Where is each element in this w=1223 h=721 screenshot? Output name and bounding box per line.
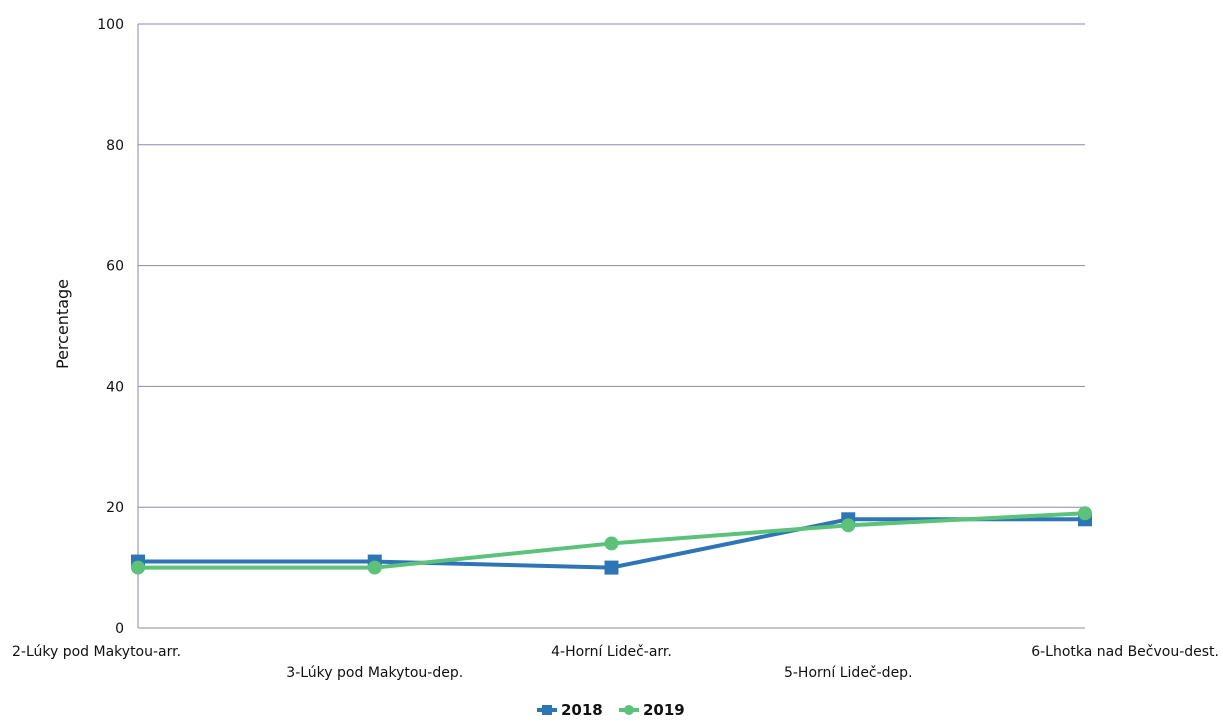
y-axis-ticks: 0 20 40 60 80 100: [97, 17, 124, 637]
y-tick-label: 40: [106, 379, 124, 395]
data-point: [604, 536, 619, 551]
x-tick-label: 4-Horní Lideč-arr.: [551, 644, 672, 660]
x-tick-label: 2-Lúky pod Makytou-arr.: [12, 644, 181, 660]
data-point: [131, 560, 145, 575]
data-point: [1078, 506, 1092, 521]
grid-lines: [137, 23, 1085, 629]
y-tick-label: 60: [106, 259, 124, 275]
legend-marker: [624, 705, 634, 715]
y-tick-label: 20: [106, 500, 124, 516]
series-2019: [131, 506, 1092, 575]
legend: 2018 2019: [537, 701, 685, 719]
series-group: [131, 506, 1092, 575]
y-tick-label: 80: [106, 138, 124, 154]
x-axis-ticks: 2-Lúky pod Makytou-arr. 3-Lúky pod Makyto…: [12, 644, 1219, 681]
x-tick-label: 5-Horní Lideč-dep.: [784, 665, 913, 681]
y-tick-label: 100: [97, 17, 124, 33]
data-point: [604, 560, 619, 575]
legend-item-2019: 2019: [619, 701, 685, 719]
x-tick-label: 6-Lhotka nad Bečvou-dest.: [1031, 644, 1219, 660]
x-tick-label: 3-Lúky pod Makytou-dep.: [286, 665, 463, 681]
legend-marker: [542, 705, 552, 715]
data-point: [367, 560, 382, 575]
legend-item-2018: 2018: [537, 701, 603, 719]
legend-label: 2019: [643, 701, 685, 719]
y-axis-label: Percentage: [53, 279, 72, 369]
legend-label: 2018: [561, 701, 603, 719]
y-tick-label: 0: [115, 621, 124, 637]
data-point: [841, 518, 856, 533]
